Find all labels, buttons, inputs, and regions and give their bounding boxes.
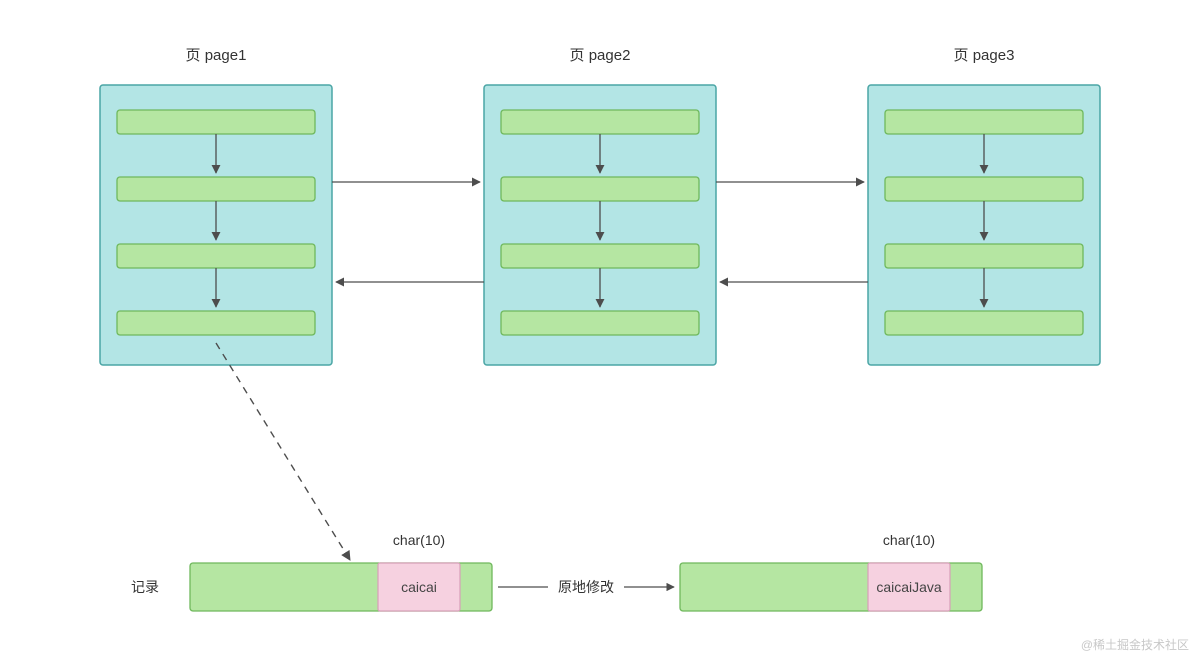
char-label-right: char(10): [883, 532, 935, 548]
page-1-slot-3: [117, 244, 315, 268]
page-3-slot-4: [885, 311, 1083, 335]
page-title-3: 页 page3: [954, 47, 1015, 64]
page-3-slot-2: [885, 177, 1083, 201]
page-3-slot-3: [885, 244, 1083, 268]
watermark: @稀土掘金技术社区: [1081, 637, 1189, 652]
record-label: 记录: [131, 579, 159, 595]
page-3-slot-1: [885, 110, 1083, 134]
page-1-slot-4: [117, 311, 315, 335]
page-title-1: 页 page1: [186, 47, 247, 64]
record-pink-label-right: caicaiJava: [876, 579, 942, 595]
page-1-slot-2: [117, 177, 315, 201]
page-2-slot-4: [501, 311, 699, 335]
page-2-slot-2: [501, 177, 699, 201]
between-label: 原地修改: [558, 579, 614, 595]
page-2-slot-3: [501, 244, 699, 268]
page-title-2: 页 page2: [570, 47, 631, 64]
char-label-left: char(10): [393, 532, 445, 548]
page-1-slot-1: [117, 110, 315, 134]
page-2-slot-1: [501, 110, 699, 134]
record-pink-label-left: caicai: [401, 579, 437, 595]
